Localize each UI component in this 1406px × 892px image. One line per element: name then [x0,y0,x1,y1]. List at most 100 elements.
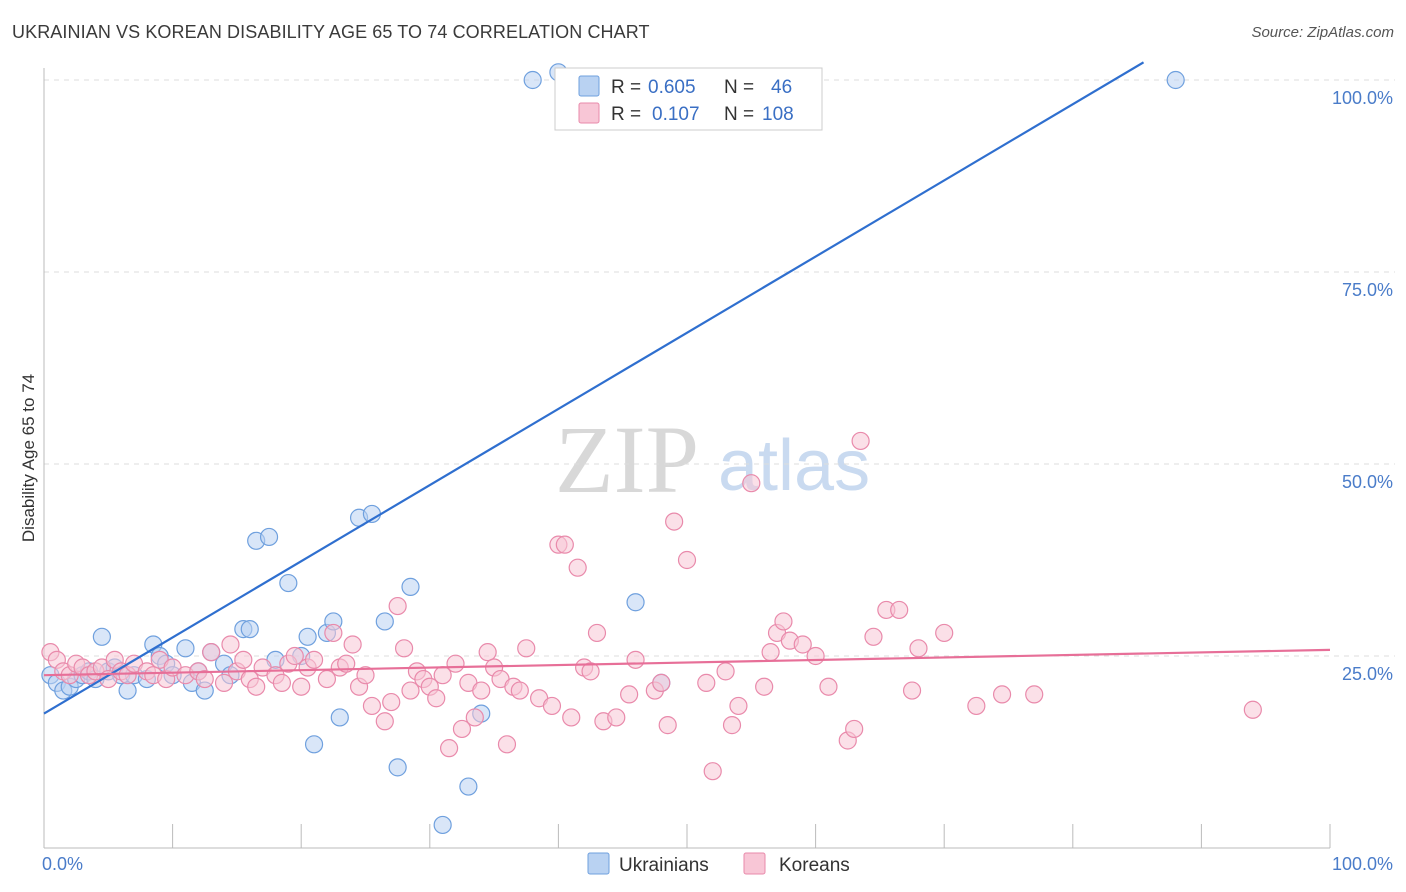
bottom-legend-swatch-ukrainians [587,852,610,875]
ukrainians-point-27 [240,620,259,639]
gridlines [44,79,1395,657]
x-tick-label-max: 100.0% [1332,854,1393,874]
ukrainians-point-12 [118,681,137,700]
legend-n-label-koreans: N = [724,104,754,125]
y-axis-tick-labels: 25.0% 50.0% 75.0% 100.0% [1332,88,1393,684]
ukrainians-point-37 [330,708,349,727]
koreans-point-88 [716,662,735,681]
watermark-zip: ZIP [555,406,699,513]
y-tick-label-25: 25.0% [1342,664,1393,684]
watermark-atlas: atlas [718,426,870,506]
koreans-point-22 [202,643,221,662]
legend-r-value-koreans: 0.107 [652,104,700,125]
koreans-point-80 [626,650,645,669]
koreans-point-56 [446,654,465,673]
series-legend: Ukrainians Koreans [587,852,850,876]
koreans-point-110 [992,685,1012,704]
koreans-point-36 [304,650,324,669]
koreans-point-31 [272,673,292,692]
koreans-point-87 [703,762,722,781]
legend-r-value-ukrainians: 0.605 [648,77,696,98]
y-tick-label-50: 50.0% [1342,472,1393,492]
koreans-point-57 [452,719,472,739]
koreans-point-45 [375,712,394,731]
koreans-point-47 [388,596,407,616]
koreans-point-105 [890,600,909,620]
koreans-point-92 [755,677,774,696]
koreans-point-43 [356,666,375,685]
legend-r-label-koreans: R = [611,104,641,125]
koreans-point-82 [652,673,671,692]
koreans-point-89 [722,716,742,735]
koreans-point-76 [587,623,607,643]
trend-lines [43,61,1331,715]
koreans-point-73 [568,558,587,577]
koreans-point-40 [337,654,356,673]
koreans-point-46 [382,692,401,712]
bottom-legend-swatch-koreans [743,852,766,875]
ukrainians-point-40 [375,612,394,631]
ukrainians-point-29 [259,527,279,547]
koreans-point-95 [774,612,793,631]
koreans-point-102 [851,431,870,451]
koreans-point-23 [214,673,234,692]
ukrainians-point-41 [388,758,407,777]
koreans-point-97 [793,635,812,654]
koreans-point-28 [247,677,266,696]
koreans-point-101 [845,719,864,739]
ukrainians-point-51 [1166,70,1185,90]
koreans-point-33 [285,646,304,666]
bottom-legend-label-ukrainians: Ukrainians [619,855,709,876]
koreans-point-103 [864,627,883,646]
ukrainians-point-46 [523,70,542,90]
koreans-point-59 [465,708,484,727]
koreans-point-69 [542,696,562,716]
y-tick-label-75: 75.0% [1342,280,1393,300]
ukrainians-point-8 [92,627,111,646]
legend-swatch-koreans [578,102,600,124]
koreans-point-24 [221,635,240,654]
ukrainians-point-42 [401,577,420,596]
koreans-point-72 [562,708,581,727]
koreans-point-85 [677,550,697,570]
koreans-point-34 [292,677,311,696]
koreans-trend-line [43,648,1331,677]
koreans-point-41 [343,635,362,654]
koreans-point-66 [510,681,529,700]
x-tick-label-min: 0.0% [42,854,83,874]
y-axis-label: Disability Age 65 to 74 [19,374,38,542]
koreans-point-64 [497,735,517,754]
koreans-point-79 [620,685,639,704]
ukrainians-point-34 [304,735,324,754]
koreans-point-38 [324,623,343,643]
legend-swatch-ukrainians [578,75,600,97]
ukrainians-point-19 [176,639,195,658]
koreans-point-78 [607,708,626,727]
x-axis-ticks [172,824,1331,848]
legend-r-label-ukrainians: R = [611,77,641,98]
ukrainians-point-33 [298,627,317,646]
ukrainians-point-44 [459,777,478,796]
koreans-point-61 [478,643,497,662]
koreans-point-60 [472,681,491,700]
bottom-legend-label-koreans: Koreans [779,855,850,876]
koreans-point-53 [427,689,446,708]
koreans-point-67 [517,639,536,658]
legend-n-value-ukrainians: 46 [771,77,792,98]
koreans-point-91 [742,474,761,493]
koreans-point-75 [581,662,600,681]
koreans-point-44 [362,696,382,716]
ukrainians-trend-line [43,61,1145,715]
koreans-point-99 [819,677,838,696]
koreans-point-48 [394,639,414,658]
koreans-point-49 [401,681,420,700]
ukrainians-point-49 [626,593,645,612]
correlation-legend: R = 0.605 N = 46 R = 0.107 N = 108 [554,67,823,131]
koreans-point-98 [806,646,825,666]
koreans-point-108 [935,623,954,643]
koreans-point-106 [902,681,922,700]
koreans-point-26 [234,650,253,669]
koreans-point-71 [555,535,574,554]
legend-n-label-ukrainians: N = [724,77,754,98]
